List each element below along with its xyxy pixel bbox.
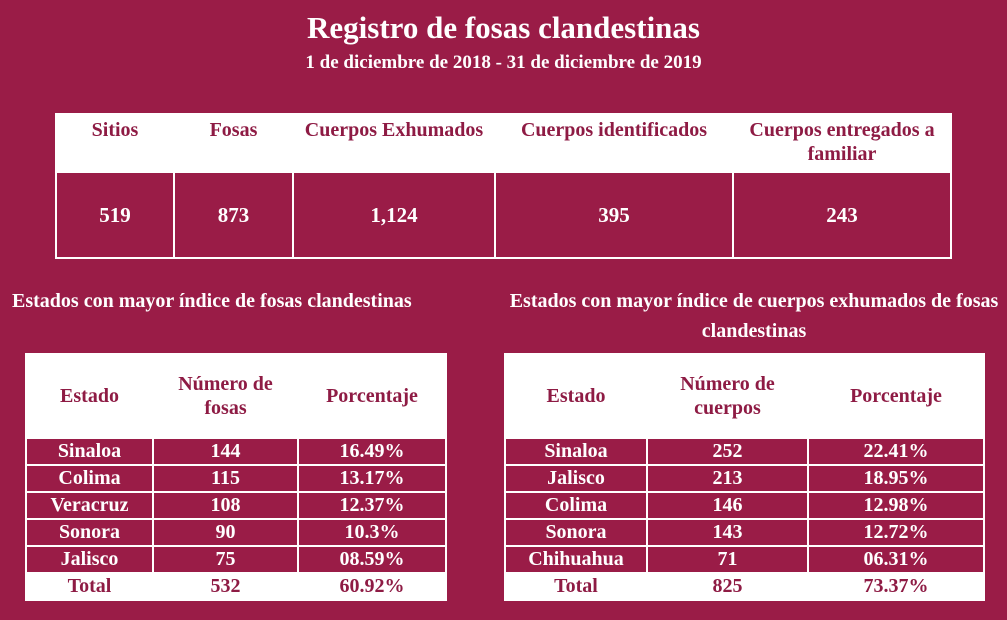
cell: Sinaloa [504, 437, 648, 466]
cell: 873 [173, 171, 294, 259]
title: Registro de fosas clandestinas [307, 10, 700, 45]
cell: 75 [152, 545, 299, 574]
section-title: Estados con mayor índice de cuerpos exhu… [509, 290, 999, 342]
total-row: Total 825 73.37% [504, 572, 985, 601]
cell: 1,124 [292, 171, 496, 259]
cell: 395 [494, 171, 734, 259]
header-row: Estado Número de fosas Porcentaje [25, 353, 447, 439]
cell: 12.37% [297, 491, 447, 520]
cell: Veracruz [25, 491, 154, 520]
cell: 252 [646, 437, 809, 466]
column-header: Número de fosas [152, 353, 299, 439]
column-header: Cuerpos entregados a familiar [732, 113, 952, 173]
cell: 825 [646, 572, 809, 601]
cell: Jalisco [504, 464, 648, 493]
table: Estado Número de cuerpos Porcentaje Sinaloa… [504, 353, 985, 601]
column-header: Fosas [173, 113, 294, 173]
column-header: Porcentaje [297, 353, 447, 439]
column-header: Estado [504, 353, 648, 439]
total-row: Total 532 60.92% [25, 572, 447, 601]
row: Sinaloa 144 16.49% [25, 437, 447, 466]
row: Jalisco 75 08.59% [25, 545, 447, 574]
cell: 12.98% [807, 491, 985, 520]
cell: 06.31% [807, 545, 985, 574]
row: Chihuahua 71 06.31% [504, 545, 985, 574]
cell: 10.3% [297, 518, 447, 547]
cell: Chihuahua [504, 545, 648, 574]
cell: 22.41% [807, 437, 985, 466]
header-row: Sitios Fosas Cuerpos Exhumados Cuerpos iden… [55, 113, 952, 173]
cell: 71 [646, 545, 809, 574]
cell: 08.59% [297, 545, 447, 574]
cell: Total [25, 572, 154, 601]
cell: Sonora [504, 518, 648, 547]
cell: 243 [732, 171, 952, 259]
cell: Colima [504, 491, 648, 520]
cell: 60.92% [297, 572, 447, 601]
row: Colima 146 12.98% [504, 491, 985, 520]
header-row: Estado Número de cuerpos Porcentaje [504, 353, 985, 439]
cell: 146 [646, 491, 809, 520]
column-header: Estado [25, 353, 154, 439]
cell: 73.37% [807, 572, 985, 601]
cell: Total [504, 572, 648, 601]
cell: 115 [152, 464, 299, 493]
row: Jalisco 213 18.95% [504, 464, 985, 493]
column-header: Sitios [55, 113, 175, 173]
cell: 143 [646, 518, 809, 547]
cell: 108 [152, 491, 299, 520]
column-header: Cuerpos Exhumados [292, 113, 496, 173]
cell: 144 [152, 437, 299, 466]
row: Veracruz 108 12.37% [25, 491, 447, 520]
cell: 532 [152, 572, 299, 601]
row: Sonora 143 12.72% [504, 518, 985, 547]
column-header: Cuerpos identificados [494, 113, 734, 173]
subtitle: 1 de diciembre de 2018 - 31 de diciembre… [305, 52, 702, 73]
cell: 90 [152, 518, 299, 547]
row: Colima 115 13.17% [25, 464, 447, 493]
cell: Jalisco [25, 545, 154, 574]
cell: 13.17% [297, 464, 447, 493]
cell: Sonora [25, 518, 154, 547]
column-header: Porcentaje [807, 353, 985, 439]
row: 519 873 1,124 395 243 [55, 171, 952, 259]
cell: 18.95% [807, 464, 985, 493]
section-title: Estados con mayor índice de fosas clande… [12, 290, 412, 312]
table: Sitios Fosas Cuerpos Exhumados Cuerpos iden… [55, 113, 952, 259]
cell: Sinaloa [25, 437, 154, 466]
cell: Colima [25, 464, 154, 493]
cell: 213 [646, 464, 809, 493]
table: Estado Número de fosas Porcentaje Sinaloa 14… [25, 353, 447, 601]
row: Sinaloa 252 22.41% [504, 437, 985, 466]
cell: 519 [55, 171, 175, 259]
column-header: Número de cuerpos [646, 353, 809, 439]
cell: 16.49% [297, 437, 447, 466]
row: Sonora 90 10.3% [25, 518, 447, 547]
cell: 12.72% [807, 518, 985, 547]
